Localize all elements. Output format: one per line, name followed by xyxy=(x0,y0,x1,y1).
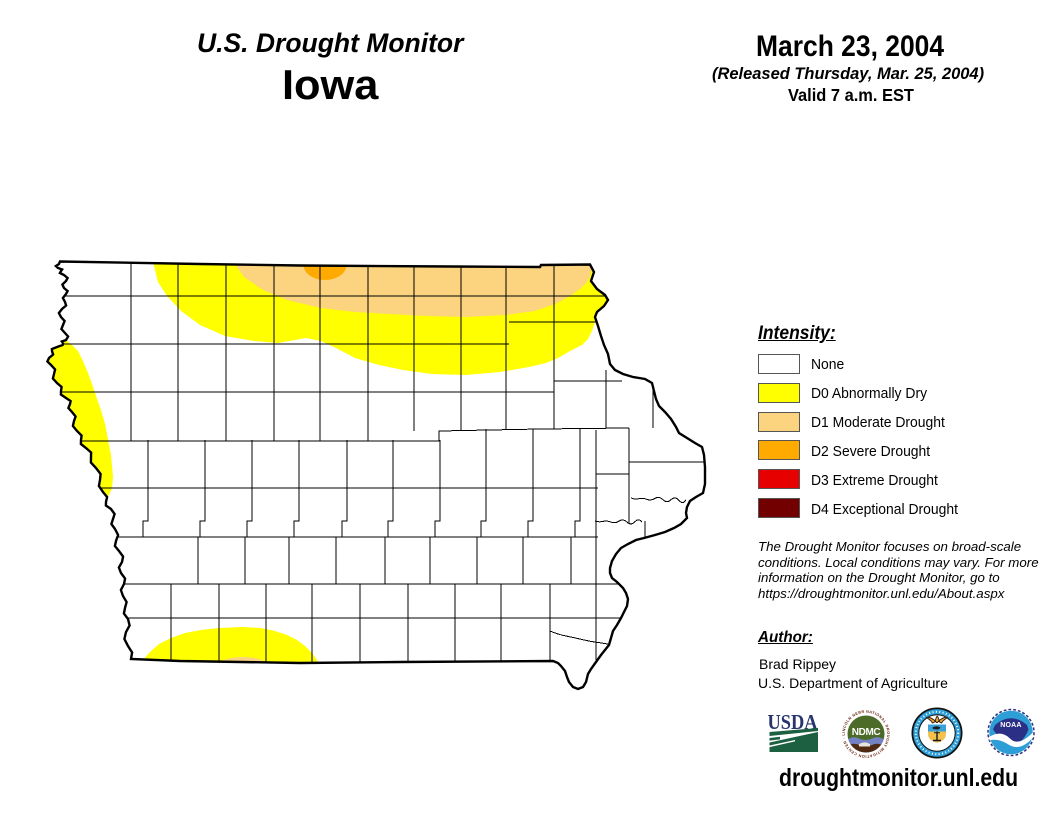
svg-text:USDA: USDA xyxy=(768,712,819,734)
svg-text:NOAA: NOAA xyxy=(1000,722,1021,729)
svg-text:NDMC: NDMC xyxy=(852,727,881,738)
